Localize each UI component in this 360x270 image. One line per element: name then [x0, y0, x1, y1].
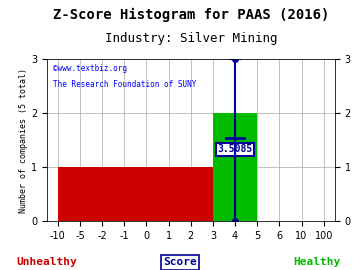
Text: Industry: Silver Mining: Industry: Silver Mining: [104, 32, 277, 45]
Text: The Research Foundation of SUNY: The Research Foundation of SUNY: [53, 80, 196, 89]
Text: 3.5085: 3.5085: [217, 144, 253, 154]
Text: ©www.textbiz.org: ©www.textbiz.org: [53, 64, 127, 73]
Bar: [58, 167, 213, 221]
Text: Z-Score Histogram for PAAS (2016): Z-Score Histogram for PAAS (2016): [53, 8, 329, 22]
Text: Score: Score: [163, 257, 197, 267]
Text: Healthy: Healthy: [293, 257, 341, 267]
Text: Unhealthy: Unhealthy: [17, 257, 77, 267]
Y-axis label: Number of companies (5 total): Number of companies (5 total): [19, 68, 28, 213]
Bar: [213, 113, 257, 221]
